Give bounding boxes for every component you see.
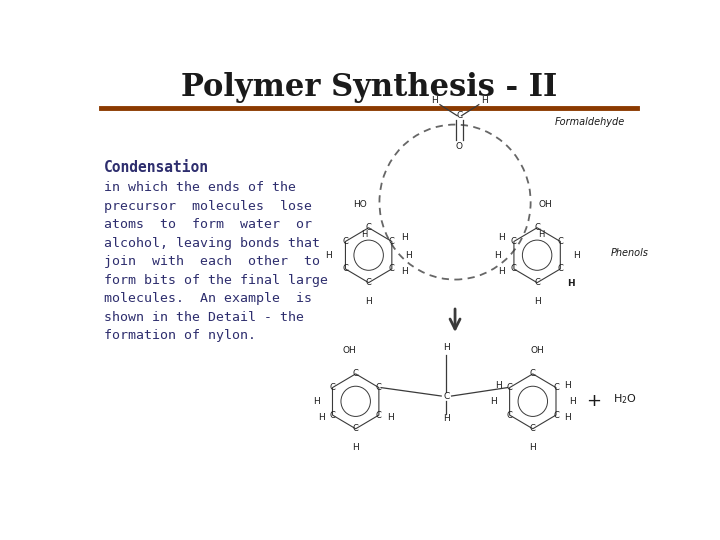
Text: H: H <box>401 233 408 242</box>
Text: H: H <box>564 381 570 390</box>
Text: C: C <box>330 410 336 420</box>
Text: H: H <box>529 443 536 453</box>
Text: H: H <box>352 443 359 453</box>
Text: C: C <box>456 111 462 120</box>
Text: Polymer Synthesis - II: Polymer Synthesis - II <box>181 72 557 103</box>
Text: C: C <box>353 424 359 433</box>
Text: H: H <box>312 397 320 406</box>
Text: C: C <box>389 265 395 273</box>
Text: H: H <box>481 96 487 105</box>
Text: C: C <box>507 383 513 392</box>
Text: H: H <box>365 297 372 306</box>
Text: C: C <box>530 369 536 379</box>
Text: H: H <box>387 413 393 422</box>
Text: in which the ends of the
precursor  molecules  lose
atoms  to  form  water  or
a: in which the ends of the precursor molec… <box>104 181 328 342</box>
Text: H: H <box>494 251 501 260</box>
Text: H: H <box>431 96 438 105</box>
Text: H: H <box>405 251 412 260</box>
Text: H: H <box>490 397 497 406</box>
Text: H$_2$O: H$_2$O <box>613 392 636 406</box>
Text: H: H <box>401 267 408 275</box>
Text: H: H <box>443 343 450 352</box>
Text: C: C <box>534 223 540 232</box>
Text: H: H <box>569 397 576 406</box>
Text: H: H <box>318 413 325 422</box>
Text: C: C <box>343 237 348 246</box>
Text: H: H <box>443 414 450 423</box>
Text: C: C <box>366 278 372 287</box>
Text: H: H <box>573 251 580 260</box>
Text: OH: OH <box>530 346 544 355</box>
Text: C: C <box>511 265 517 273</box>
Text: H: H <box>567 279 575 288</box>
Text: H: H <box>325 251 333 260</box>
Text: C: C <box>366 223 372 232</box>
Text: OH: OH <box>342 346 356 355</box>
Text: C: C <box>534 278 540 287</box>
Text: Formaldehyde: Formaldehyde <box>554 117 625 127</box>
Text: C: C <box>376 410 382 420</box>
Text: C: C <box>444 392 449 401</box>
Text: C: C <box>353 369 359 379</box>
Text: C: C <box>376 383 382 392</box>
Text: HO: HO <box>353 200 367 209</box>
Text: Phenols: Phenols <box>611 248 649 258</box>
Text: OH: OH <box>539 200 553 209</box>
Text: Condensation: Condensation <box>104 160 209 176</box>
Text: H: H <box>361 231 368 239</box>
Text: O: O <box>456 142 463 151</box>
Text: C: C <box>330 383 336 392</box>
Text: C: C <box>507 410 513 420</box>
Text: C: C <box>389 237 395 246</box>
Text: H: H <box>534 297 541 306</box>
Text: H: H <box>564 413 570 422</box>
Text: C: C <box>557 237 563 246</box>
Text: H: H <box>498 267 505 275</box>
Text: C: C <box>557 265 563 273</box>
Text: C: C <box>553 383 559 392</box>
Text: H: H <box>498 233 505 242</box>
Text: C: C <box>343 265 348 273</box>
Text: H: H <box>538 231 544 239</box>
Text: H: H <box>495 381 502 390</box>
Text: C: C <box>511 237 517 246</box>
Text: +: + <box>586 393 600 410</box>
Text: C: C <box>530 424 536 433</box>
Text: C: C <box>553 410 559 420</box>
